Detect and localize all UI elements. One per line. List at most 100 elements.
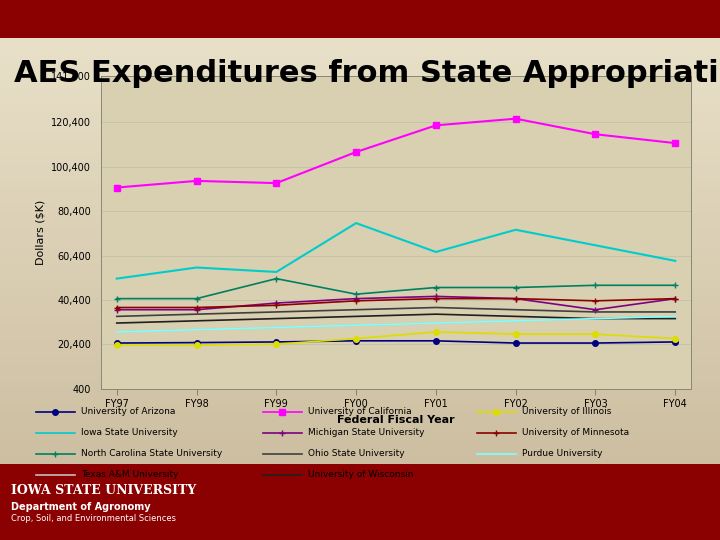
Bar [0,423,720,431]
University of Minnesota [272,302,281,308]
Ohio State University [511,307,520,313]
North Carolina State University [352,291,361,298]
Bar [0,373,720,381]
University of Wisconsin [352,313,361,320]
Text: University of Arizona: University of Arizona [81,407,176,416]
University of Minnesota [511,295,520,302]
Bar [0,46,720,55]
Bar [0,406,720,415]
Text: University of California: University of California [308,407,412,416]
Ohio State University [352,307,361,313]
Line: University of Wisconsin: University of Wisconsin [117,314,675,323]
Texas A&M University [511,318,520,324]
Bar [0,163,720,172]
University of Wisconsin [511,313,520,320]
University of Minnesota [112,304,121,310]
Bar [0,55,720,63]
Bar [0,297,720,306]
North Carolina State University [591,282,600,288]
Bar [0,255,720,264]
Iowa State University [112,275,121,282]
Purdue University [352,322,361,328]
University of Arizona [591,340,600,346]
Bar [0,431,720,440]
Purdue University [112,329,121,335]
Michigan State University [431,293,440,300]
Bar [0,38,720,46]
Bar [0,464,720,473]
Bar [0,339,720,348]
Line: Purdue University: Purdue University [117,316,675,332]
University of California [511,116,520,122]
Text: AES Expenditures from State Appropriations: AES Expenditures from State Appropriatio… [14,59,720,89]
Bar [0,105,720,113]
University of Wisconsin [192,318,201,324]
University of Minnesota [192,304,201,310]
University of California [671,140,680,146]
Bar [0,0,720,38]
Bar [0,155,720,163]
University of Arizona [352,338,361,344]
Bar [0,71,720,80]
Iowa State University [591,242,600,248]
Texas A&M University [192,327,201,333]
Line: University of Arizona: University of Arizona [114,338,678,346]
Text: Ohio State University: Ohio State University [308,449,405,458]
Iowa State University [192,264,201,271]
Ohio State University [272,309,281,315]
Michigan State University [272,300,281,306]
University of Wisconsin [431,311,440,318]
Bar [0,239,720,247]
Bar [0,230,720,239]
Text: University of Wisconsin: University of Wisconsin [308,470,414,480]
University of Arizona [511,340,520,346]
Text: Texas A&M University: Texas A&M University [81,470,179,480]
Bar [0,498,720,507]
Purdue University [671,313,680,320]
University of California [431,122,440,129]
Bar [0,122,720,130]
Bar [0,531,720,540]
Texas A&M University [431,320,440,326]
University of Arizona [431,338,440,344]
Text: University of Minnesota: University of Minnesota [522,428,629,437]
Bar [0,348,720,356]
Bar [0,415,720,423]
Michigan State University [352,295,361,302]
Ohio State University [671,309,680,315]
Bar [0,272,720,280]
Line: Iowa State University: Iowa State University [117,223,675,279]
Bar [0,205,720,214]
University of Illinois [192,342,201,348]
Bar [0,130,720,138]
Iowa State University [511,226,520,233]
Bar [0,264,720,272]
North Carolina State University [431,284,440,291]
University of Wisconsin [671,315,680,322]
Michigan State University [671,295,680,302]
University of Illinois [112,342,121,348]
Bar [0,188,720,197]
Bar [0,473,720,482]
Michigan State University [591,307,600,313]
Line: North Carolina State University: North Carolina State University [113,275,679,302]
Bar [0,172,720,180]
Line: University of Illinois: University of Illinois [114,329,678,348]
Purdue University [431,320,440,326]
Bar [0,364,720,373]
Iowa State University [431,249,440,255]
Bar [0,456,720,464]
Line: University of Minnesota: University of Minnesota [113,295,679,311]
Texas A&M University [671,313,680,320]
University of Minnesota [431,295,440,302]
University of Minnesota [352,298,361,304]
Texas A&M University [591,315,600,322]
North Carolina State University [272,275,281,282]
University of Illinois [671,335,680,342]
North Carolina State University [192,295,201,302]
Texas A&M University [272,324,281,330]
University of Illinois [591,331,600,338]
Bar [0,507,720,515]
Bar [0,146,720,155]
Ohio State University [112,313,121,320]
